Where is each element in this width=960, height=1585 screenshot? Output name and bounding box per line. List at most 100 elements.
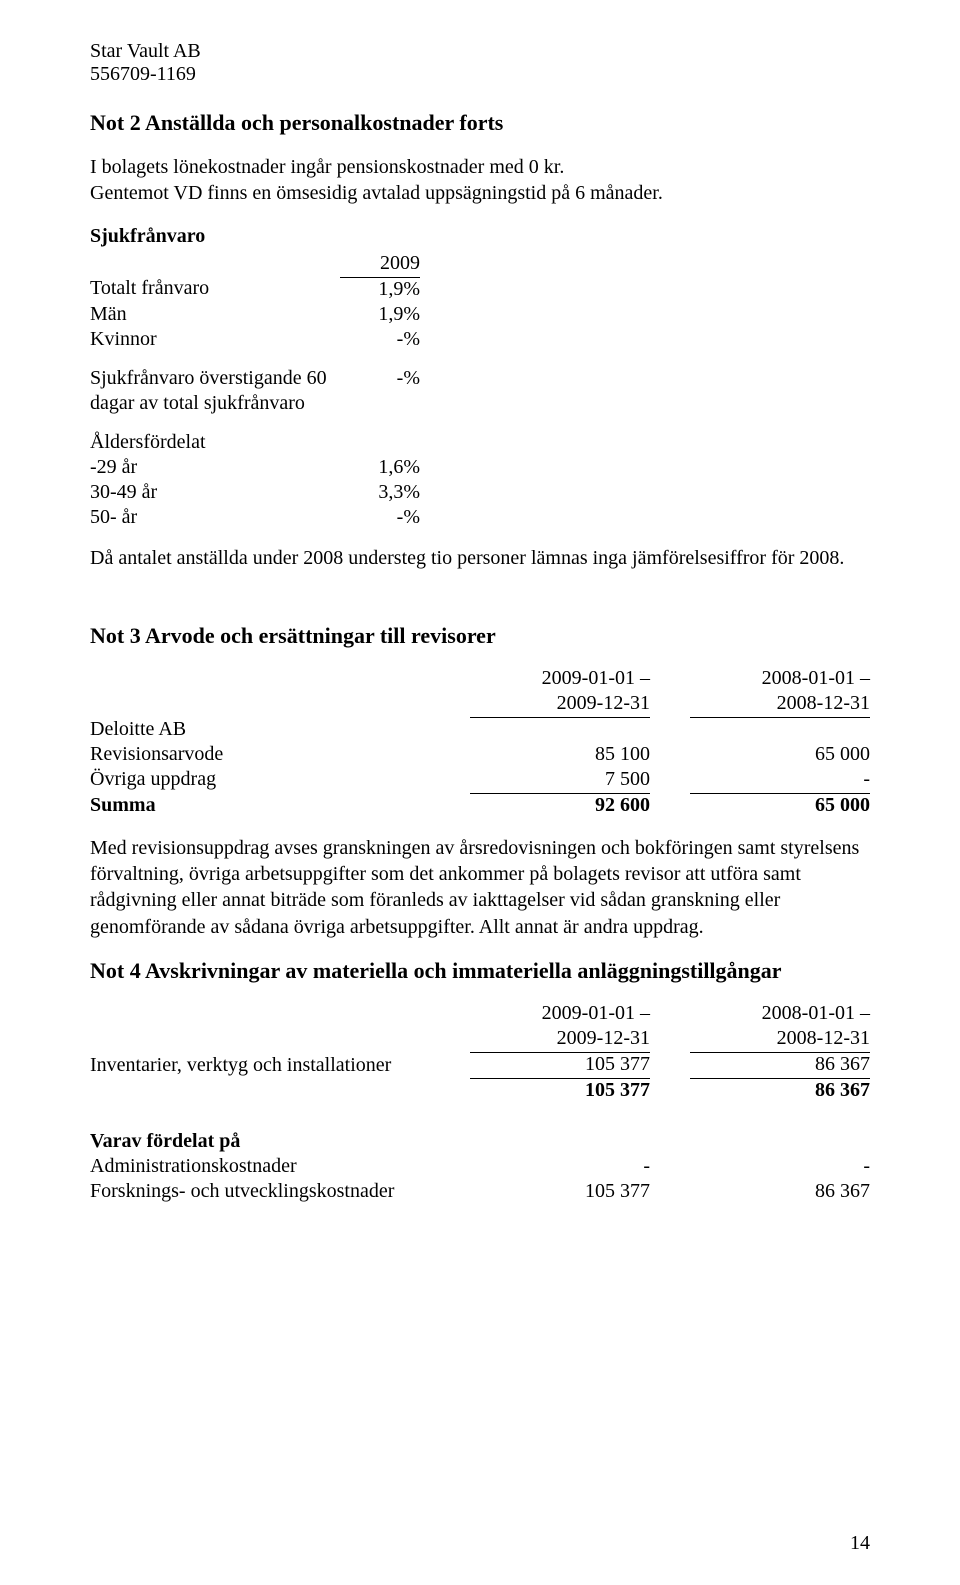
table-row: dagar av total sjukfrånvaro (90, 392, 420, 417)
row-value: -% (340, 506, 420, 531)
row-value: 1,9% (340, 277, 420, 303)
cell-empty (650, 1079, 690, 1105)
table-row: Revisionsarvode 85 100 65 000 (90, 743, 870, 768)
table-header-row: 2009-12-31 2008-12-31 (90, 1027, 870, 1053)
cell-empty (650, 743, 690, 768)
table-row-sum: 105 377 86 367 (90, 1079, 870, 1105)
row-value: 105 377 (470, 1180, 650, 1205)
row-label-line1: Sjukfrånvaro överstigande 60 (90, 367, 340, 392)
row-value: -% (340, 367, 420, 392)
row-label-line2: dagar av total sjukfrånvaro (90, 392, 340, 417)
row-value: 1,6% (340, 456, 420, 481)
spacer (90, 1120, 870, 1130)
cell-empty (90, 667, 470, 692)
table-row: 30-49 år 3,3% (90, 481, 420, 506)
row-value: - (690, 1155, 870, 1180)
table-row: Forsknings- och utvecklingskostnader 105… (90, 1180, 870, 1205)
table-row: Åldersfördelat (90, 431, 420, 456)
table-row-sum: Summa 92 600 65 000 (90, 793, 870, 819)
cell-empty (90, 252, 340, 278)
cell-empty (90, 1002, 470, 1027)
row-label: Kvinnor (90, 328, 340, 353)
row-value: 86 367 (690, 1053, 870, 1079)
table-row: 50- år -% (90, 506, 420, 531)
page-number: 14 (850, 1532, 870, 1555)
cell-empty (650, 1130, 690, 1155)
table-row: Män 1,9% (90, 303, 420, 328)
table-row: Kvinnor -% (90, 328, 420, 353)
col2-header-a: 2008-01-01 – (690, 1002, 870, 1027)
row-value: 65 000 (690, 743, 870, 768)
note2-title: Not 2 Anställda och personalkostnader fo… (90, 110, 870, 136)
note4-table: 2009-01-01 – 2008-01-01 – 2009-12-31 200… (90, 1002, 870, 1104)
row-label: Övriga uppdrag (90, 768, 470, 794)
cell-empty (90, 1079, 470, 1105)
table-header-row: 2009-12-31 2008-12-31 (90, 692, 870, 718)
cell-empty (470, 718, 650, 743)
table-row: Övriga uppdrag 7 500 - (90, 768, 870, 794)
company-name: Star Vault AB (90, 40, 870, 63)
note4-title: Not 4 Avskrivningar av materiella och im… (90, 958, 870, 984)
aldersfordelat-table: Åldersfördelat -29 år 1,6% 30-49 år 3,3%… (90, 431, 420, 531)
row-value: -% (340, 328, 420, 353)
row-value: 1,9% (340, 303, 420, 328)
sjukfranvaro-over60-table: Sjukfrånvaro överstigande 60 -% dagar av… (90, 367, 420, 417)
table-row: 2009 (90, 252, 420, 278)
row-value: 86 367 (690, 1079, 870, 1105)
page-header: Star Vault AB 556709-1169 (90, 40, 870, 86)
cell-empty (690, 1130, 870, 1155)
spacer (90, 589, 870, 605)
cell-empty (650, 1002, 690, 1027)
row-label: Inventarier, verktyg och installationer (90, 1053, 470, 1079)
note2-footnote: Då antalet anställda under 2008 underste… (90, 545, 870, 571)
org-number: 556709-1169 (90, 63, 870, 86)
note2-paragraph: I bolagets lönekostnader ingår pensionsk… (90, 154, 870, 207)
col2-header-b: 2008-12-31 (690, 1027, 870, 1053)
col1-header-b: 2009-12-31 (470, 692, 650, 718)
cell-empty (650, 793, 690, 819)
row-value: 105 377 (470, 1053, 650, 1079)
row-value: 86 367 (690, 1180, 870, 1205)
year-header: 2009 (340, 252, 420, 278)
row-label: Revisionsarvode (90, 743, 470, 768)
table-header-row: 2009-01-01 – 2008-01-01 – (90, 667, 870, 692)
col2-header-b: 2008-12-31 (690, 692, 870, 718)
note3-title: Not 3 Arvode och ersättningar till revis… (90, 623, 870, 649)
table-row: Totalt frånvaro 1,9% (90, 277, 420, 303)
row-value: 65 000 (690, 793, 870, 819)
col1-header-a: 2009-01-01 – (470, 1002, 650, 1027)
note2-para-line1: I bolagets lönekostnader ingår pensionsk… (90, 156, 564, 178)
row-value: 105 377 (470, 1079, 650, 1105)
cell-empty (650, 692, 690, 718)
col1-header-a: 2009-01-01 – (470, 667, 650, 692)
cell-empty (650, 1180, 690, 1205)
row-label: Forsknings- och utvecklingskostnader (90, 1180, 470, 1205)
varav-heading: Varav fördelat på (90, 1130, 470, 1155)
cell-empty (650, 667, 690, 692)
cell-empty (90, 692, 470, 718)
row-value: - (690, 768, 870, 794)
cell-empty (90, 1027, 470, 1053)
row-label: Summa (90, 793, 470, 819)
note3-table: 2009-01-01 – 2008-01-01 – 2009-12-31 200… (90, 667, 870, 819)
row-value: 85 100 (470, 743, 650, 768)
table-row: Sjukfrånvaro överstigande 60 -% (90, 367, 420, 392)
col2-header-a: 2008-01-01 – (690, 667, 870, 692)
table-header-row: 2009-01-01 – 2008-01-01 – (90, 1002, 870, 1027)
note3-paragraph: Med revisionsuppdrag avses granskningen … (90, 835, 870, 941)
cell-empty (650, 718, 690, 743)
note2-para-line2: Gentemot VD finns en ömsesidig avtalad u… (90, 182, 663, 204)
table-row: Administrationskostnader - - (90, 1155, 870, 1180)
row-label: 30-49 år (90, 481, 340, 506)
page-container: Star Vault AB 556709-1169 Not 2 Anställd… (0, 0, 960, 1585)
row-label: Deloitte AB (90, 718, 470, 743)
cell-empty (650, 1027, 690, 1053)
sjukfranvaro-heading: Sjukfrånvaro (90, 225, 870, 248)
col1-header-b: 2009-12-31 (470, 1027, 650, 1053)
table-row: -29 år 1,6% (90, 456, 420, 481)
cell-empty (470, 1130, 650, 1155)
row-label: Administrationskostnader (90, 1155, 470, 1180)
row-label: Män (90, 303, 340, 328)
row-label: -29 år (90, 456, 340, 481)
row-value: - (470, 1155, 650, 1180)
